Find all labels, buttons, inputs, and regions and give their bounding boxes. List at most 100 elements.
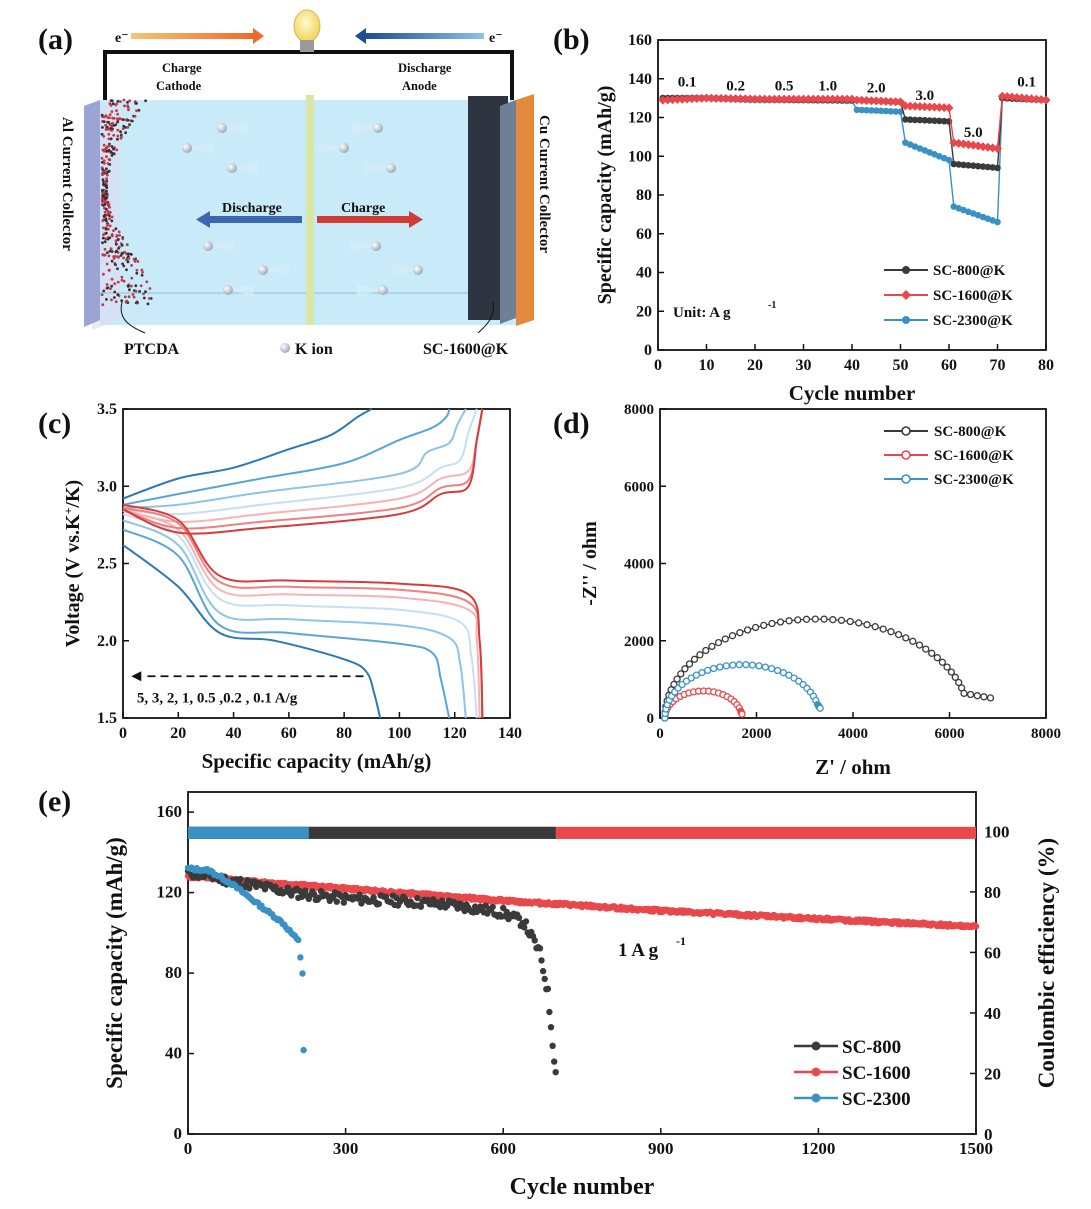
ptcda-pointer: [120, 301, 146, 334]
ptcda-atom: [141, 270, 144, 274]
ptcda-atom: [117, 230, 121, 234]
k-ion-11: [378, 285, 388, 295]
x-tick-label-c-6: 120: [443, 725, 467, 742]
ptcda-atom: [107, 120, 110, 124]
data-point-b-SC-1600@K: [857, 95, 867, 105]
ptcda-atom: [107, 203, 111, 206]
eis-point-SC-800@K: [776, 618, 785, 626]
data-point-b-SC-2300@K: [887, 108, 895, 115]
ptcda-atom: [114, 227, 118, 231]
ptcda-atom: [109, 287, 112, 291]
eis-point-SC-800@K: [955, 678, 963, 687]
ptcda-atom: [120, 243, 124, 247]
capacity-point-SC-2300: [297, 954, 304, 961]
x-tick-label-d-1: 2000: [742, 726, 772, 742]
x-tick-label-e-1: 300: [333, 1139, 359, 1158]
y-tick-label-b-7: 140: [628, 71, 652, 88]
ptcda-atom: [105, 219, 108, 223]
ptcda-atom: [122, 98, 126, 102]
x-axis-title-e: Cycle number: [510, 1174, 655, 1200]
k-ion-trail-11: [357, 284, 383, 296]
ptcda-atom: [109, 137, 113, 141]
y-right-tick-label-e-4: 80: [984, 883, 1001, 902]
eis-point-SC-800@K: [837, 616, 846, 625]
electron-arrowhead-right: [355, 28, 366, 44]
ptcda-atom: [112, 152, 116, 156]
ptcda-atom: [142, 292, 146, 296]
ptcda-atom: [105, 251, 109, 255]
data-point-b-SC-800@K: [906, 116, 914, 123]
x-tick-label-e-4: 1200: [801, 1139, 835, 1158]
capacity-point-SC-800: [489, 903, 496, 911]
ptcda-atom: [116, 267, 119, 271]
data-point-b-SC-800@K: [940, 117, 948, 125]
data-point-b-SC-1600@K: [755, 94, 765, 104]
eis-point-SC-2300@K: [816, 704, 824, 712]
top-left-line1: Charge: [162, 61, 202, 75]
data-point-b-SC-1600@K: [925, 102, 935, 112]
legend-marker-d-0: [901, 426, 911, 436]
ptcda-atom: [104, 197, 108, 200]
ptcda-atom: [116, 128, 120, 132]
ptcda-atom: [101, 168, 105, 172]
capacity-point-SC-800: [541, 975, 548, 983]
ptcda-atom: [113, 290, 117, 294]
ptcda-atom: [137, 108, 141, 112]
x-tick-label-b-2: 20: [747, 357, 763, 374]
rate-label-b-3: 1.0: [818, 78, 837, 94]
capacity-point-SC-800: [375, 900, 383, 908]
k-ion-3: [373, 123, 383, 133]
ptcda-atom: [121, 127, 125, 130]
k-ion-trail-1: [187, 142, 213, 154]
eis-point-SC-2300@K: [761, 663, 770, 671]
capacity-point-SC-800: [538, 957, 545, 964]
ptcda-atom: [108, 214, 111, 218]
y-tick-label-b-8: 160: [628, 32, 652, 49]
ptcda-atom: [113, 296, 116, 299]
y-tick-label-e-0: 0: [174, 1124, 183, 1143]
k-ion-9: [371, 241, 381, 251]
y-tick-label-b-6: 120: [628, 110, 652, 127]
eis-point-SC-800@K: [980, 693, 988, 701]
ptcda-atom: [130, 264, 134, 267]
eis-point-SC-800@K: [802, 615, 811, 623]
ptcda-atom: [108, 211, 112, 214]
ptcda-atom: [102, 183, 106, 187]
data-point-b-SC-1600@K: [808, 94, 818, 104]
ptcda-atom: [104, 114, 108, 117]
ptcda-atom: [118, 234, 121, 237]
ptcda-atom: [105, 155, 108, 159]
rate-label-b-2: 0.5: [775, 78, 794, 94]
data-point-b-SC-800@K: [984, 163, 992, 171]
ptcda-atom: [105, 283, 109, 286]
ptcda-atom: [112, 133, 116, 137]
x-axis-title-c: Specific capacity (mAh/g): [202, 749, 432, 773]
eis-point-SC-2300@K: [703, 666, 712, 675]
k-ion-trail-3: [352, 122, 378, 134]
data-point-b-SC-1600@K: [706, 93, 716, 103]
x-axis-title-b: Cycle number: [789, 381, 916, 405]
data-point-b-SC-1600@K: [852, 95, 862, 105]
annotation-sup-e: -1: [676, 934, 686, 948]
x-tick-label-b-3: 30: [796, 357, 812, 374]
eis-point-SC-800@K: [721, 635, 729, 643]
data-point-b-SC-1600@K: [682, 94, 692, 104]
data-point-b-SC-1600@K: [697, 93, 707, 103]
efficiency-band-SC-2300: [188, 826, 309, 839]
plot-frame-e: [187, 791, 977, 1135]
y-tick-label-b-4: 80: [636, 187, 652, 204]
al-collector-label: Al Current Collector: [59, 117, 75, 251]
annotation-e: 1 A g: [618, 940, 659, 961]
eis-point-SC-2300@K: [767, 664, 776, 673]
ptcda-atom: [132, 295, 136, 299]
ptcda-atom: [101, 253, 105, 257]
legend-marker-d-2: [901, 474, 911, 484]
data-point-b-SC-1600@K: [779, 94, 789, 104]
y-tick-label-e-2: 80: [165, 963, 182, 982]
k-ion-trail-7: [263, 264, 289, 276]
ptcda-atom: [107, 158, 111, 161]
eis-point-SC-2300@K: [709, 664, 718, 673]
eis-point-SC-800@K: [743, 626, 752, 634]
ptcda-atom: [103, 210, 107, 214]
ptcda-atom: [104, 231, 108, 235]
